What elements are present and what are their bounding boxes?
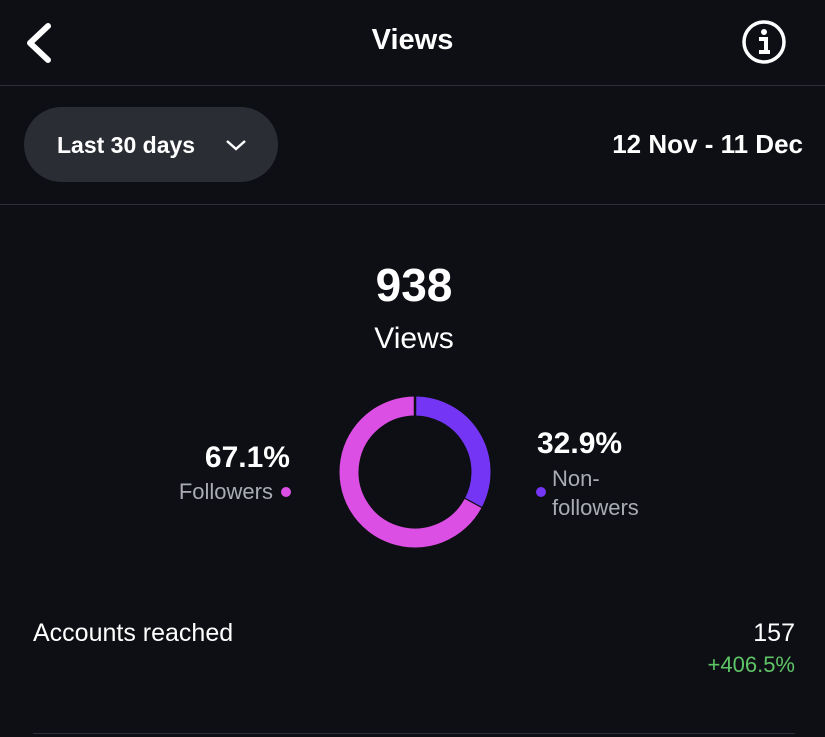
accounts-label: Accounts reached (33, 619, 234, 647)
divider (33, 733, 795, 734)
date-range: 12 Nov - 11 Dec (612, 129, 803, 159)
accounts-value: 157 (753, 619, 795, 647)
range-selector[interactable]: Last 30 days (24, 107, 278, 182)
page-title: Views (371, 24, 454, 56)
views-label: Views (374, 322, 454, 355)
legend-dot (536, 487, 546, 497)
legend-dot (281, 487, 291, 497)
donut-segment (414, 396, 491, 508)
followers-percent: 67.1% (204, 441, 290, 474)
back-button[interactable] (22, 22, 56, 64)
donut-chart (339, 395, 491, 548)
nonfollowers-label: Non-followers (552, 466, 639, 520)
accounts-change: +406.5% (707, 652, 795, 677)
divider (0, 204, 825, 205)
divider (0, 85, 825, 86)
chevron (226, 140, 246, 151)
range-label: Last 30 days (57, 132, 196, 158)
nonfollowers-percent: 32.9% (537, 427, 623, 460)
views-total: 938 (375, 259, 453, 311)
donut-segment (339, 396, 482, 548)
followers-label: Followers (178, 479, 273, 504)
info-button[interactable] (740, 19, 788, 65)
